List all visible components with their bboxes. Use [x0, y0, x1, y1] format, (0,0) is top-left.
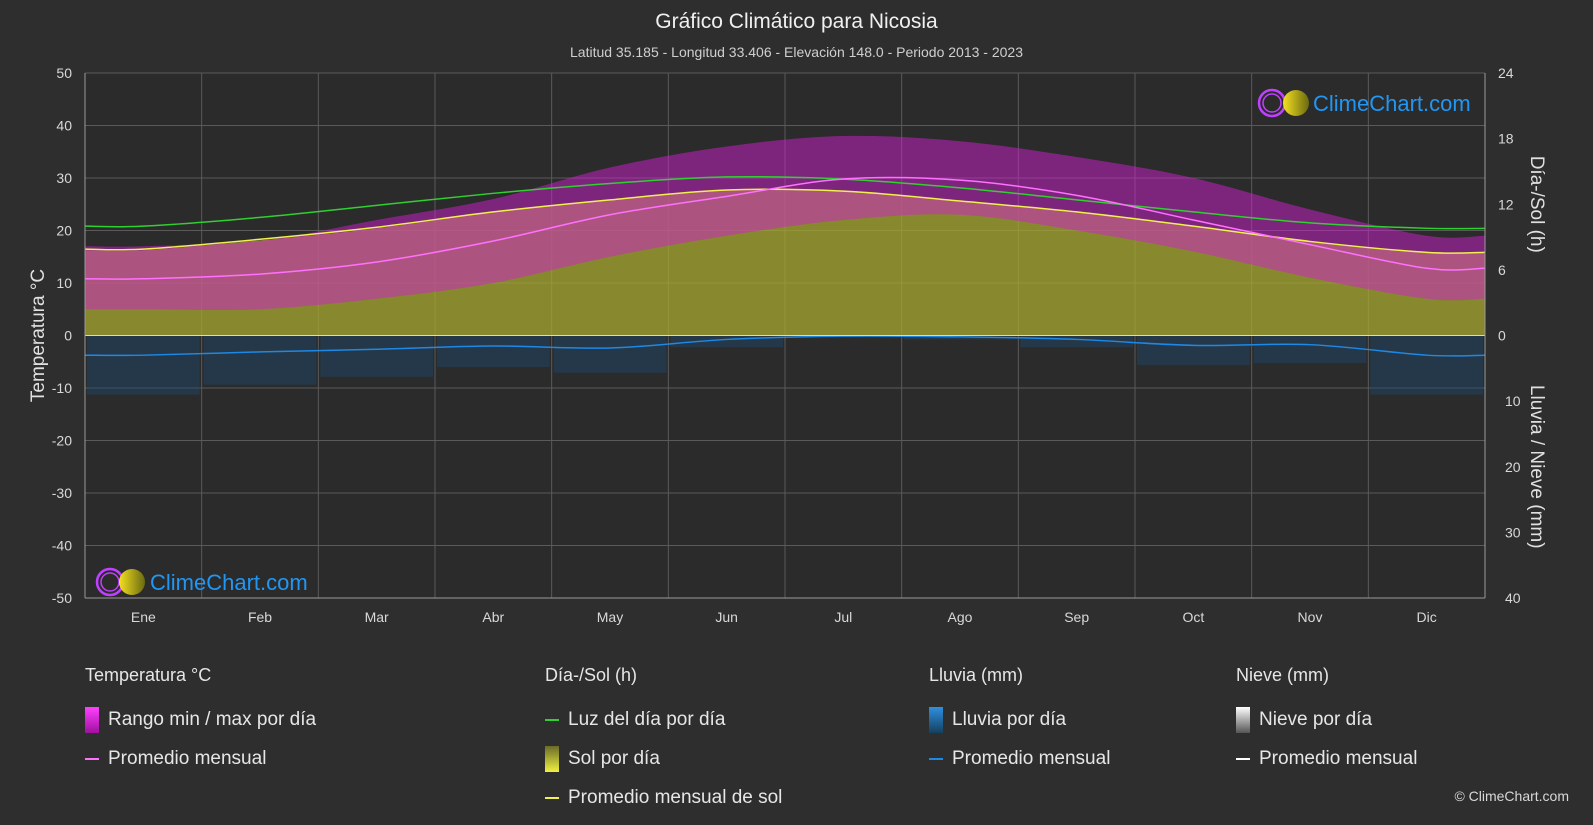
legend-snow-day-label: Nieve por día [1259, 708, 1373, 730]
logo-sun-icon [1283, 90, 1309, 116]
legend-sun-avg-label: Promedio mensual de sol [568, 786, 783, 808]
right-tick-label-hours: 0 [1498, 328, 1506, 344]
rain-bar [320, 335, 433, 377]
legend-snow-head: Nieve (mm) [1236, 665, 1329, 685]
climate-chart: 50 40 30 20 10 0 -10 -20 -30 -40 -50 24 18 12 6 0 10 20 30… [28, 65, 1547, 625]
legend-temperature: Temperatura °C Rango min / max por día P… [85, 665, 316, 778]
rain-swatch-icon [929, 706, 943, 733]
rain-bar [437, 335, 550, 367]
legend-temp-range: Rango min / max por día [85, 700, 316, 739]
right-tick-label-mm: 30 [1505, 524, 1521, 540]
right-axis-title-hours: Día-/Sol (h) [1526, 156, 1547, 253]
rain-bar [1370, 335, 1483, 395]
legend-snow: Nieve (mm) Nieve por día Promedio mensua… [1236, 665, 1417, 778]
left-tick-label: -10 [52, 380, 72, 396]
legend-rain-head: Lluvia (mm) [929, 665, 1024, 685]
legend-sun: Día-/Sol (h) Luz del día por día Sol por… [545, 665, 782, 817]
legend-rain-avg: Promedio mensual [929, 739, 1110, 778]
legend-daylight: Luz del día por día [545, 700, 782, 739]
month-label: Ago [948, 609, 973, 625]
watermark-text-top: ClimeChart.com [1313, 91, 1471, 116]
temp-avg-line [84, 176, 1486, 280]
legend-daylight-label: Luz del día por día [568, 708, 726, 730]
left-axis-title: Temperatura °C [28, 269, 49, 402]
left-tick-label: -20 [52, 433, 72, 449]
temp-range-band [85, 135, 1485, 311]
logo-sun-icon [119, 569, 145, 595]
month-label: Jun [715, 609, 738, 625]
rain-bar [670, 335, 783, 348]
temp-range-swatch-icon [85, 706, 99, 733]
watermark-bottom: ClimeChart.com [95, 567, 308, 597]
legend-rain-day-label: Lluvia por día [952, 708, 1067, 730]
left-tick-label: -50 [52, 590, 72, 606]
right-tick-label-hours: 18 [1498, 131, 1514, 147]
left-tick-label: -40 [52, 538, 72, 554]
left-tick-label: 0 [64, 328, 72, 344]
right-tick-label-hours: 24 [1498, 65, 1514, 81]
chart-title: Gráfico Climático para Nicosia [655, 10, 938, 33]
sunshine-swatch-icon [545, 745, 559, 772]
month-label: May [597, 609, 623, 625]
rain-avg-line [84, 335, 1486, 357]
legend-sunshine-label: Sol por día [568, 747, 660, 769]
legend-temp-avg: Promedio mensual [85, 739, 316, 778]
legend-snow-avg-label: Promedio mensual [1259, 747, 1418, 769]
legend-snow-avg: Promedio mensual [1236, 739, 1417, 778]
left-tick-label: 10 [56, 275, 72, 291]
rain-bar [87, 335, 200, 395]
watermark-text-bottom: ClimeChart.com [150, 570, 308, 595]
legend-sun-avg: Promedio mensual de sol [545, 778, 782, 817]
month-label: Dic [1417, 609, 1437, 625]
daylight-line-icon [545, 718, 559, 721]
legend-sun-head: Día-/Sol (h) [545, 665, 638, 685]
sun-avg-line-icon [545, 796, 559, 799]
left-tick-label: -30 [52, 485, 72, 501]
legend-temp-avg-label: Promedio mensual [108, 747, 267, 769]
month-label: Ene [131, 609, 156, 625]
legend-rain-day: Lluvia por día [929, 700, 1110, 739]
legend-sunshine: Sol por día [545, 739, 782, 778]
month-label: Mar [365, 609, 389, 625]
right-tick-label-mm: 40 [1505, 590, 1521, 606]
month-label: Sep [1064, 609, 1089, 625]
right-tick-label-mm: 20 [1505, 459, 1521, 475]
legend-rain-avg-label: Promedio mensual [952, 747, 1111, 769]
legend-rain: Lluvia (mm) Lluvia por día Promedio mens… [929, 665, 1110, 778]
month-label: Nov [1298, 609, 1323, 625]
copyright: © ClimeChart.com [1454, 788, 1569, 804]
legend-temp-head: Temperatura °C [85, 665, 212, 685]
temp-avg-line-icon [85, 757, 99, 760]
right-tick-label-mm: 10 [1505, 393, 1521, 409]
rain-bar [1253, 335, 1367, 364]
rain-bar [203, 335, 317, 385]
legend-snow-day: Nieve por día [1236, 700, 1417, 739]
left-tick-label: 30 [56, 170, 72, 186]
rain-bar [1020, 335, 1133, 348]
snow-swatch-icon [1236, 706, 1250, 733]
left-tick-label: 20 [56, 223, 72, 239]
month-label: Jul [834, 609, 852, 625]
legend-temp-range-label: Rango min / max por día [108, 708, 317, 730]
rain-bar [1137, 335, 1250, 366]
right-tick-label-hours: 12 [1498, 196, 1514, 212]
left-tick-label: 50 [56, 65, 72, 81]
chart-subtitle: Latitud 35.185 - Longitud 33.406 - Eleva… [570, 44, 1023, 60]
right-tick-label-hours: 6 [1498, 262, 1506, 278]
left-tick-label: 40 [56, 118, 72, 134]
logo-ring-inner-icon [1262, 93, 1282, 113]
month-label: Feb [248, 609, 272, 625]
rain-avg-line-icon [929, 757, 943, 760]
rain-bar [553, 335, 667, 373]
month-label: Oct [1182, 609, 1204, 625]
watermark-top: ClimeChart.com [1257, 88, 1471, 118]
right-axis-title-mm: Lluvia / Nieve (mm) [1526, 385, 1547, 549]
daylight-line [84, 175, 1486, 230]
month-label: Abr [482, 609, 504, 625]
snow-avg-line-icon [1236, 757, 1250, 760]
